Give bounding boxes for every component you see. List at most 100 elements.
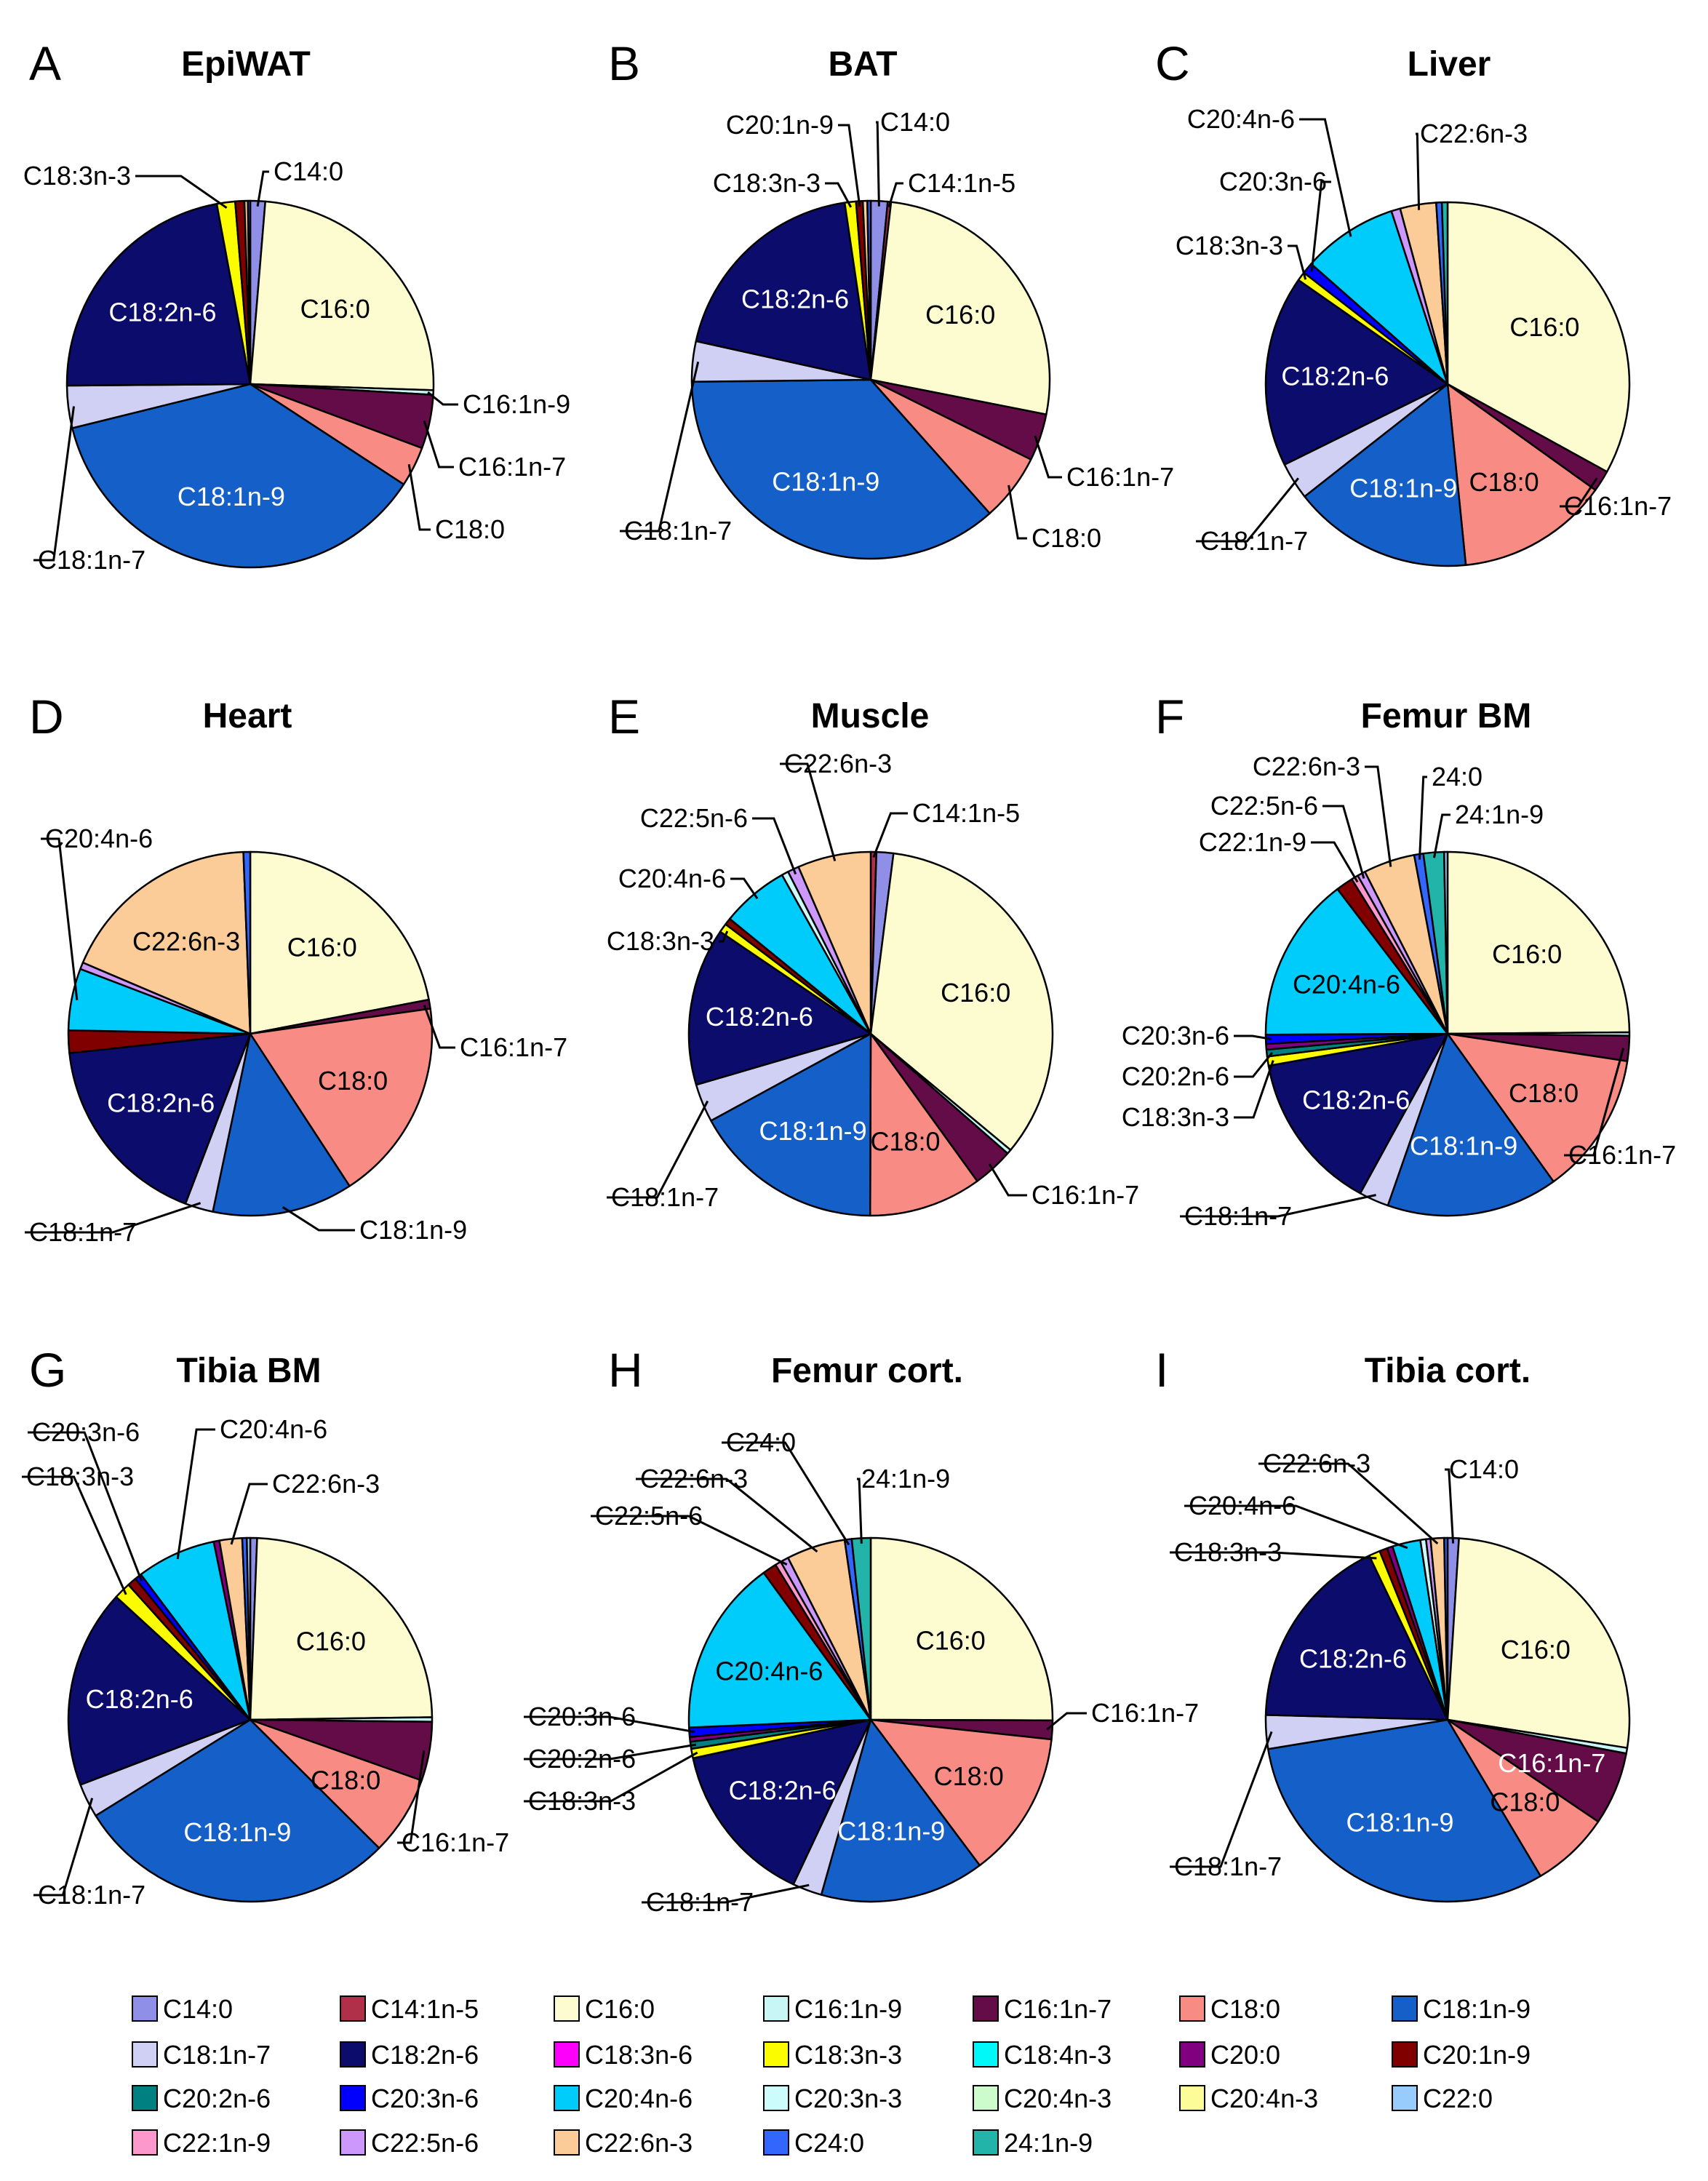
leader-line — [1234, 1034, 1272, 1040]
leader-line — [1299, 118, 1352, 237]
leader-line — [1234, 1051, 1274, 1078]
slice-label-c16-1n-7: C16:1n-7 — [1498, 1748, 1605, 1778]
callout-label-c20-4n-6: C20:4n-6 — [220, 1414, 327, 1444]
callout-label-c14-1n-5: C14:1n-5 — [912, 798, 1020, 828]
leader-line — [1007, 485, 1027, 540]
legend-label-c20-4n-3b: C20:4n-3 — [1210, 2084, 1318, 2113]
leader-line — [33, 1798, 94, 1897]
pie-slice-c16-0 — [249, 1536, 434, 1721]
callout-label-c16-1n-7: C16:1n-7 — [402, 1827, 509, 1857]
callout-label-c18-3n-3: C18:3n-3 — [23, 161, 131, 191]
leader-line — [423, 1005, 455, 1049]
slice-label-c16-0: C16:0 — [925, 300, 995, 330]
leader-line — [591, 1515, 788, 1566]
slice-label-c18-2n-6: C18:2n-6 — [729, 1776, 837, 1806]
pie-slice-c22-0 — [246, 1536, 252, 1721]
slice-label-c18-2n-6: C18:2n-6 — [1299, 1644, 1407, 1674]
slice-label-c16-0: C16:0 — [941, 978, 1010, 1008]
callout-label-c18-1n-9: C18:1n-9 — [359, 1215, 467, 1245]
panel-letter: H — [608, 1343, 643, 1397]
pie-slice-c16-0 — [869, 852, 1054, 1152]
callout-label-c18-3n-3: C18:3n-3 — [607, 926, 714, 956]
slice-label-c18-2n-6: C18:2n-6 — [107, 1088, 215, 1118]
pie-slice-c18-1n-9 — [1386, 1032, 1555, 1217]
legend-label-c16-0: C16:0 — [585, 1994, 655, 2024]
legend-label-c24-0: C24:0 — [794, 2128, 864, 2158]
slice-label-c18-1n-9: C18:1n-9 — [1410, 1131, 1517, 1160]
leader-line — [1196, 477, 1299, 543]
slice-label-c18-0: C18:0 — [1469, 467, 1539, 497]
pie-slice-c18-2n-6 — [1267, 1032, 1449, 1195]
slice-label-c16-0: C16:0 — [300, 294, 370, 324]
pie-slice-c18-0 — [1446, 383, 1597, 566]
callout-label-c14-1n-5: C14:1n-5 — [908, 168, 1015, 198]
leader-line — [1322, 805, 1365, 879]
leader-line — [25, 1202, 201, 1234]
pie-slice-c18-2n-6 — [692, 1718, 872, 1886]
panel-title: EpiWAT — [181, 45, 311, 84]
panel-letter: C — [1155, 36, 1190, 90]
panel-title: Tibia cort. — [1365, 1352, 1531, 1390]
slice-label-c16-0: C16:0 — [296, 1627, 366, 1656]
callout-label-c20-4n-6: C20:4n-6 — [45, 824, 153, 853]
leader-line — [825, 182, 853, 208]
legend-swatch-c14-0 — [132, 1995, 158, 2022]
slice-label-c18-1n-9: C18:1n-9 — [177, 482, 285, 511]
slice-label-c16-0: C16:0 — [1509, 312, 1579, 342]
leader-line — [1170, 1551, 1377, 1560]
leader-line — [524, 1743, 697, 1761]
pie-slice-c18-0 — [1446, 1718, 1600, 1878]
pie-slice-c20-4n-6 — [140, 1540, 252, 1721]
slice-label-c18-1n-9: C18:1n-9 — [1349, 474, 1457, 503]
leader-line — [1258, 1462, 1439, 1545]
pie-slice-c22-6n-3 — [81, 850, 252, 1035]
slice-label-c18-1n-9: C18:1n-9 — [837, 1816, 945, 1846]
callout-label-c16-1n-7: C16:1n-7 — [1066, 462, 1174, 492]
legend-swatch-c20-4n-3 — [973, 2085, 999, 2111]
callout-label-c20-1n-9: C20:1n-9 — [726, 110, 834, 140]
pie-panel-g: G Tibia BMC16:0C18:0C18:1n-9C18:2n-6C20:3… — [22, 1343, 509, 1910]
pie-slice-c18-1n-9 — [690, 378, 991, 560]
legend-swatch-c20-4n-6 — [554, 2085, 580, 2111]
legend-swatch-c18-3n-3 — [763, 2041, 789, 2068]
leader-line — [1234, 1060, 1274, 1119]
legend-label-c22-5n-6: C22:5n-6 — [371, 2128, 479, 2158]
slice-label-c18-0: C18:0 — [311, 1766, 380, 1795]
legend-label-c20-2n-6: C20:2n-6 — [163, 2084, 271, 2113]
panel-letter: D — [29, 690, 64, 743]
callout-label-c16-1n-7: C16:1n-7 — [1091, 1698, 1199, 1728]
legend-swatch-c20-4n-3b — [1179, 2085, 1205, 2111]
leader-line — [28, 1431, 143, 1582]
callout-label-24-1n-9: 24:1n-9 — [861, 1464, 950, 1494]
callout-label-c18-0: C18:0 — [1031, 523, 1101, 553]
legend-label-c14-0: C14:0 — [163, 1994, 233, 2024]
leader-line — [22, 1475, 127, 1595]
leader-line — [887, 182, 903, 208]
slice-label-c16-0: C16:0 — [916, 1626, 986, 1656]
leader-line — [1418, 775, 1427, 860]
leader-line — [857, 1478, 863, 1544]
slice-label-c20-4n-6: C20:4n-6 — [1293, 970, 1400, 1000]
slice-label-c18-1n-9: C18:1n-9 — [1346, 1808, 1453, 1838]
leader-line — [1046, 1712, 1087, 1731]
pie-slice-c18-0 — [1446, 1032, 1629, 1183]
callout-label-c20-3n-6: C20:3n-6 — [1219, 167, 1327, 196]
legend-swatch-c22-6n-3 — [554, 2129, 580, 2156]
callout-label-c18-3n-3: C18:3n-3 — [713, 168, 821, 198]
legend-swatch-c22-1n-9 — [132, 2129, 158, 2156]
slice-label-c16-0: C16:0 — [1501, 1635, 1571, 1664]
leader-line — [780, 762, 837, 861]
panel-letter: E — [608, 690, 640, 743]
leader-line — [838, 124, 861, 207]
legend-swatch-c18-1n-9 — [1392, 1995, 1418, 2022]
pie-slice-c18-2n-6 — [67, 1595, 252, 1786]
legend-label-c20-3n-3: C20:3n-3 — [794, 2084, 902, 2113]
pie-slice-c18-2n-6 — [687, 930, 872, 1086]
slice-label-c18-2n-6: C18:2n-6 — [1281, 361, 1389, 391]
leader-line — [1564, 1048, 1625, 1157]
legend-swatch-c20-0 — [1179, 2041, 1205, 2068]
callout-label-c20-3n-6: C20:3n-6 — [1122, 1021, 1229, 1050]
slice-label-c18-2n-6: C18:2n-6 — [86, 1684, 193, 1714]
slice-label-c18-0: C18:0 — [1490, 1787, 1560, 1817]
leader-line — [620, 362, 700, 533]
